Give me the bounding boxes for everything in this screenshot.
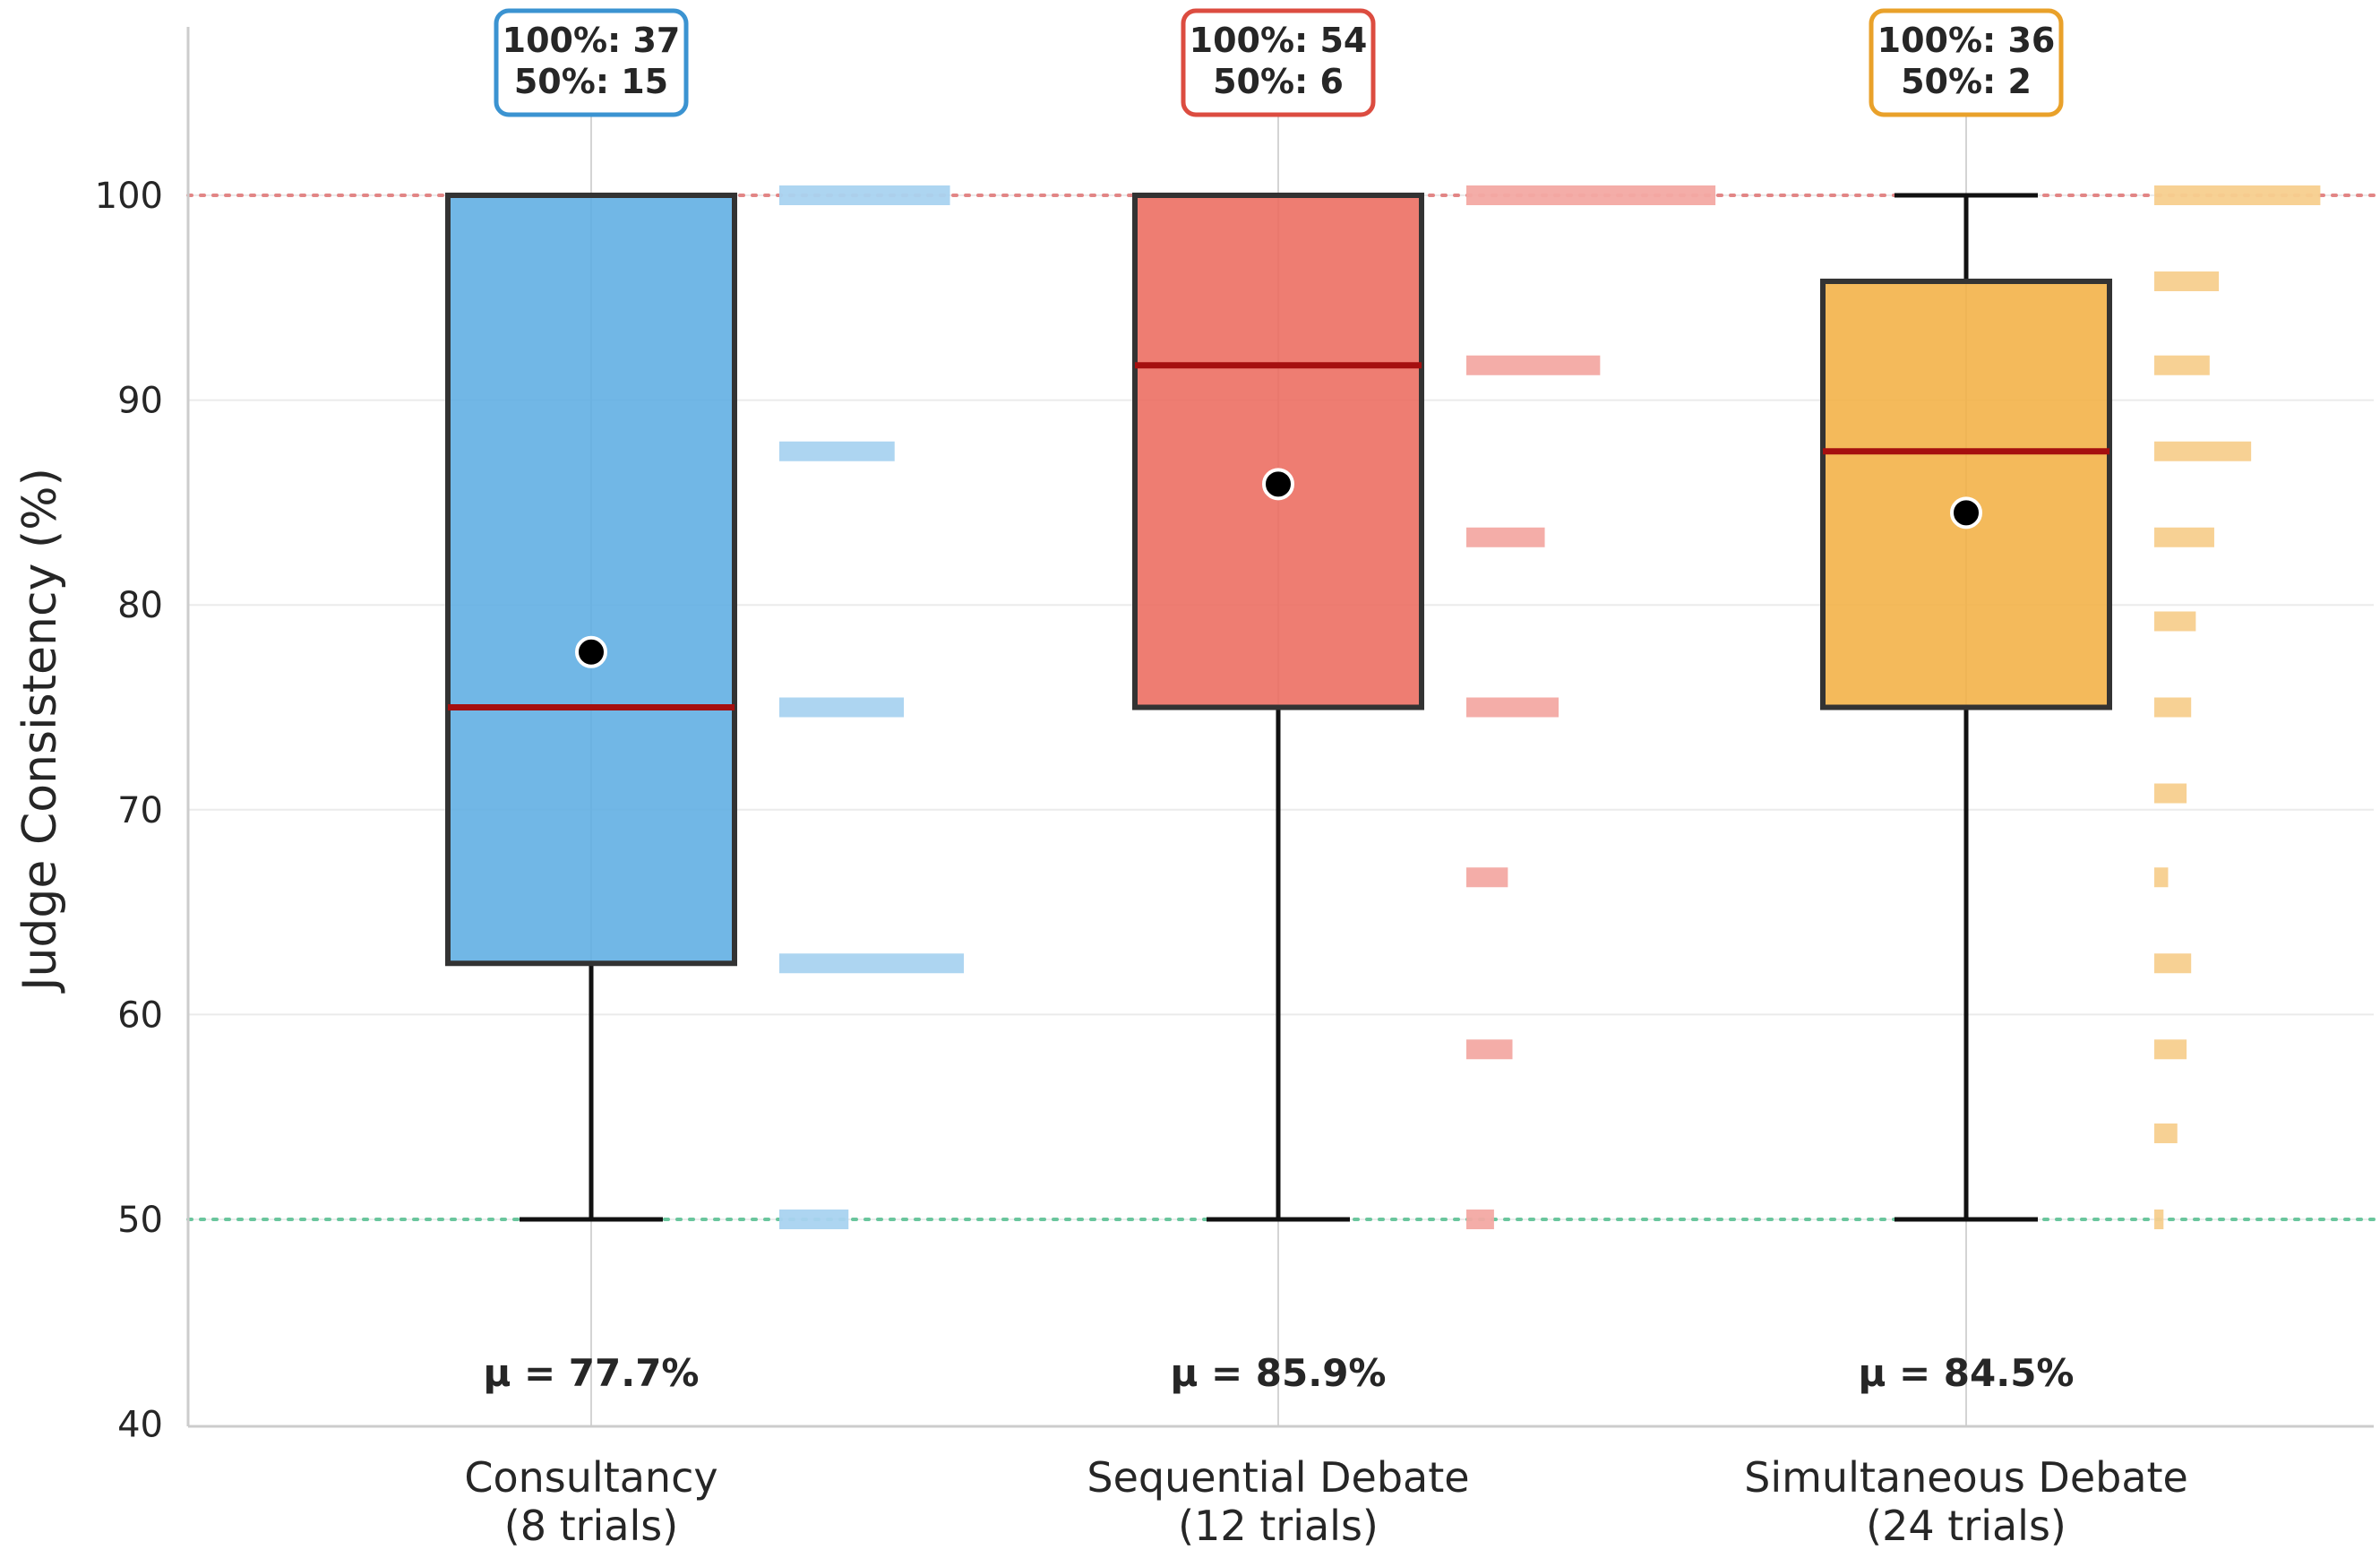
annotation-line-50: 50%: 2 xyxy=(1901,62,2032,101)
annotation-line-100: 100%: 54 xyxy=(1190,21,1368,60)
annotation-box xyxy=(1869,8,2064,117)
axes: 40 50 60 70 80 90 100 xyxy=(95,27,2374,1446)
annotation-box xyxy=(494,8,689,117)
mean-marker xyxy=(575,635,607,668)
histogram-bar xyxy=(1466,527,1545,547)
y-tick-label: 90 xyxy=(117,381,163,422)
histogram-bar xyxy=(2154,185,2321,205)
histogram-bar xyxy=(1466,355,1601,375)
y-tick-label: 50 xyxy=(117,1200,163,1241)
histogram-bar xyxy=(2154,697,2192,718)
histogram-bar xyxy=(2154,441,2252,461)
category-label: Sequential Debate xyxy=(1087,1453,1469,1502)
mean-marker xyxy=(1262,468,1294,501)
y-tick-label: 40 xyxy=(117,1405,163,1446)
mean-label: μ = 84.5% xyxy=(1858,1351,2074,1395)
histogram-bar xyxy=(2154,611,2196,632)
annotation-box xyxy=(1181,8,1376,117)
histogram-bar xyxy=(2154,355,2210,375)
histogram-bar xyxy=(1466,1039,1513,1060)
histogram-bar xyxy=(2154,783,2187,804)
annotation-line-50: 50%: 15 xyxy=(514,62,668,101)
histogram-bar xyxy=(1466,867,1508,888)
histogram-bar xyxy=(2154,867,2169,888)
iqr-box xyxy=(445,193,737,967)
annotation-line-100: 100%: 37 xyxy=(503,21,681,60)
category-label: Consultancy xyxy=(464,1453,717,1502)
histogram-bar xyxy=(2154,1210,2164,1229)
iqr-box xyxy=(1820,279,2112,710)
histogram-bar xyxy=(1466,185,1716,205)
category-trials-label: (8 trials) xyxy=(504,1502,678,1550)
histogram-bar xyxy=(779,441,895,461)
histogram-bar xyxy=(1466,697,1559,718)
histogram-bar xyxy=(2154,527,2214,547)
histogram-bar xyxy=(2154,271,2220,292)
y-tick-label: 70 xyxy=(117,790,163,831)
iqr-box xyxy=(1132,193,1424,710)
y-tick-label: 100 xyxy=(95,176,163,217)
category-trials-label: (12 trials) xyxy=(1178,1502,1379,1550)
y-axis-label: Judge Consistency (%) xyxy=(13,468,67,994)
histogram-bar xyxy=(779,185,950,205)
histogram-bar xyxy=(2154,953,2192,974)
category-label: Simultaneous Debate xyxy=(1744,1453,2188,1502)
mean-label: μ = 77.7% xyxy=(483,1351,699,1395)
y-tick-label: 80 xyxy=(117,585,163,626)
annotation-line-100: 100%: 36 xyxy=(1877,21,2056,60)
histogram-bar xyxy=(779,697,905,718)
histogram-bar xyxy=(779,1210,849,1229)
mean-label: μ = 85.9% xyxy=(1170,1351,1386,1395)
annotation-line-50: 50%: 6 xyxy=(1213,62,1344,101)
histogram-bar xyxy=(1466,1210,1494,1229)
histogram-bar xyxy=(2154,1039,2187,1060)
mean-marker xyxy=(1950,496,1982,530)
category-trials-label: (24 trials) xyxy=(1866,1502,2066,1550)
histogram-bar xyxy=(2154,1123,2178,1143)
histogram-bar xyxy=(779,953,964,974)
y-tick-label: 60 xyxy=(117,994,163,1036)
